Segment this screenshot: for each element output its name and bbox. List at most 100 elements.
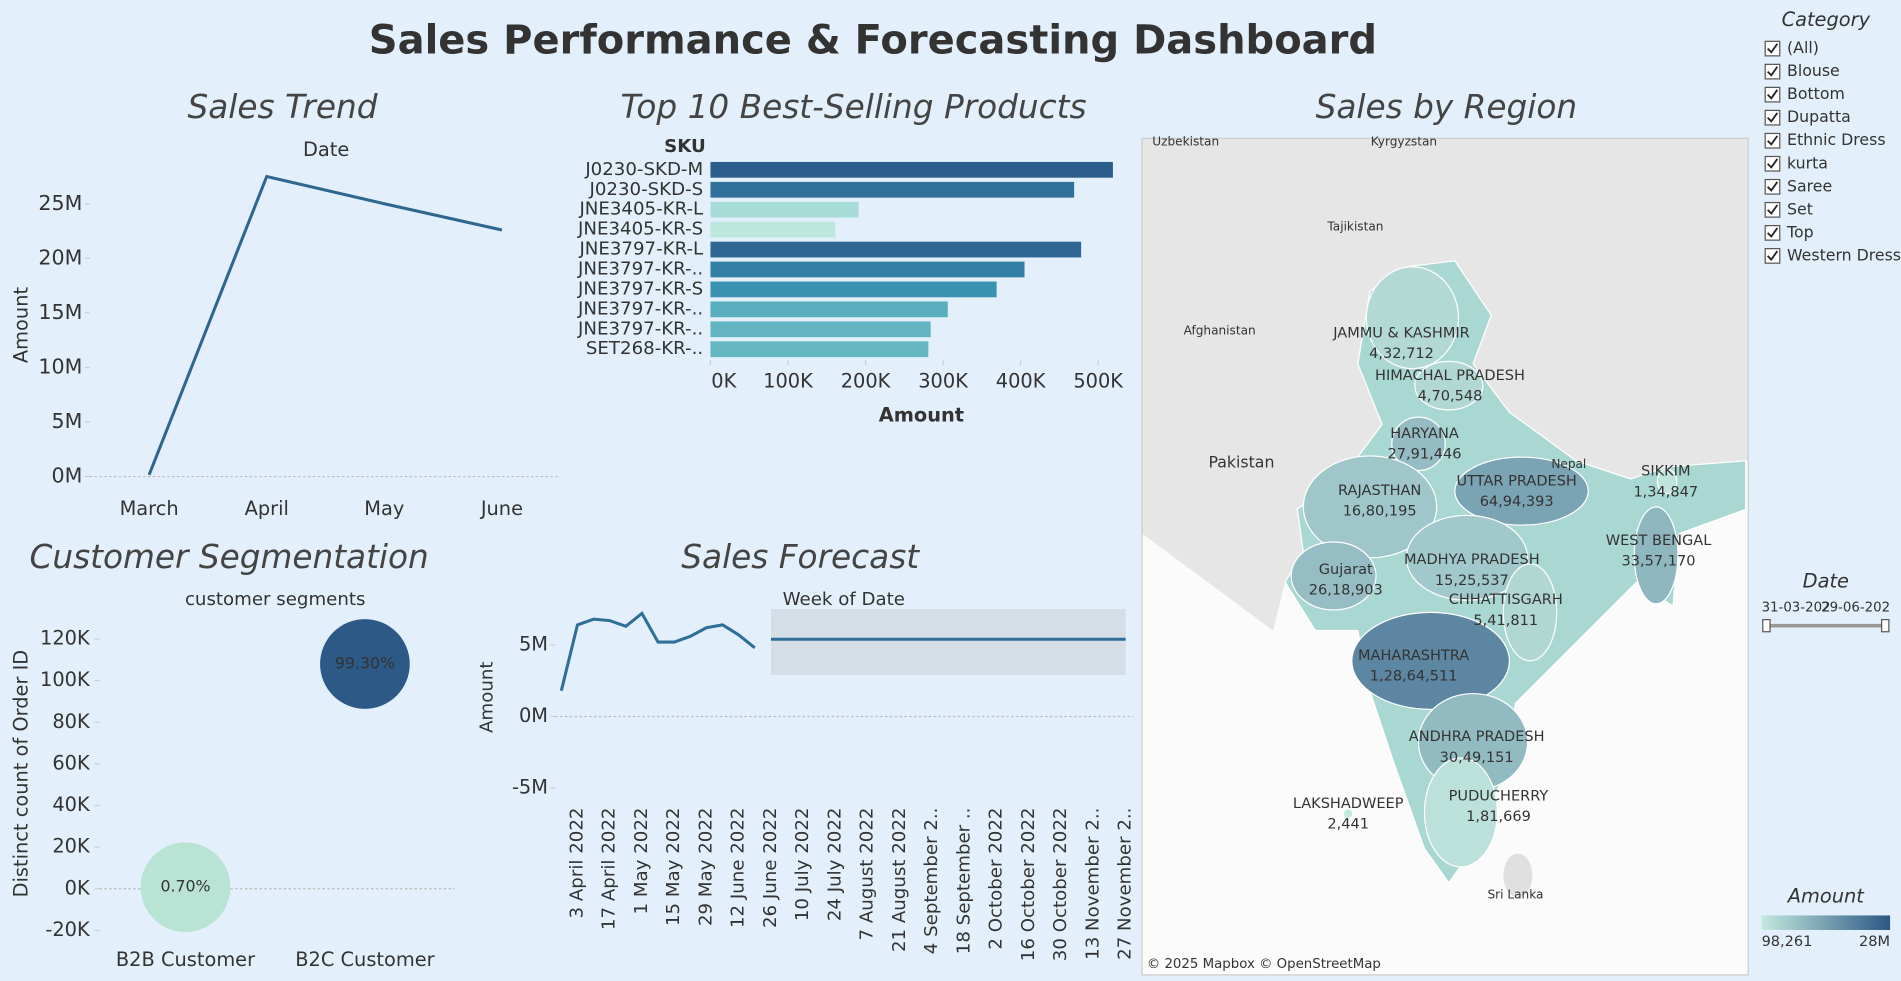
x-tick-label: B2C Customer	[295, 948, 434, 971]
checkmark	[1766, 89, 1779, 100]
region-value: 1,81,669	[1466, 809, 1531, 825]
chart-title: Sales Trend	[187, 88, 377, 126]
region-name: MAHARASHTRA	[1358, 648, 1469, 664]
x-tick-label: 17 April 2022	[599, 808, 620, 930]
checkmark	[1766, 112, 1779, 123]
x-tick-label: 3 April 2022	[566, 808, 587, 919]
x-axis-label: Date	[303, 138, 349, 161]
x-tick-label: 500K	[1073, 369, 1124, 392]
chart-title: Customer Segmentation	[29, 538, 428, 576]
line-series	[147, 174, 503, 476]
y-tick-label: JNE3797-KR-L	[578, 239, 704, 260]
filter-item[interactable]: (All)	[1787, 38, 1819, 57]
y-tick-label: 60K	[52, 751, 91, 774]
checkbox[interactable]	[1764, 132, 1781, 149]
x-tick-label: 29 May 2022	[695, 808, 716, 927]
checkbox[interactable]	[1764, 201, 1781, 218]
y-axis-label: Amount	[476, 661, 497, 732]
filter-title: Category	[1782, 8, 1871, 31]
filter-item[interactable]: Top	[1786, 222, 1814, 241]
checkmark	[1766, 250, 1779, 261]
y-tick-label: JNE3405-KR-S	[577, 219, 703, 240]
x-tick-label: 7 August 2022	[857, 808, 878, 941]
filter-item[interactable]: Western Dress	[1787, 245, 1901, 264]
bar	[710, 221, 836, 238]
bar	[710, 321, 931, 338]
bar	[710, 241, 1082, 258]
region	[1351, 611, 1511, 710]
x-tick-label: 16 October 2022	[1018, 808, 1039, 962]
chart-title: Sales by Region	[1316, 88, 1577, 126]
checkbox[interactable]	[1764, 40, 1781, 57]
region	[1342, 808, 1354, 820]
slider-handle[interactable]	[1880, 619, 1890, 633]
filter-item[interactable]: Set	[1787, 199, 1813, 218]
bar	[710, 341, 929, 358]
x-tick-label: 13 November 2..	[1082, 808, 1103, 960]
x-tick-label: 24 July 2022	[824, 808, 845, 922]
checkmark	[1766, 158, 1779, 169]
region-name: MADHYA PRADESH	[1404, 552, 1540, 568]
x-tick-label: 27 November 2..	[1115, 808, 1136, 960]
map-regions	[1290, 266, 1679, 868]
legend-gradient	[1761, 915, 1891, 930]
y-tick-label: 40K	[52, 793, 91, 816]
region-value: 33,57,170	[1622, 553, 1696, 569]
y-tick-label: JNE3405-KR-L	[578, 199, 704, 220]
x-tick-label: 26 June 2022	[760, 808, 781, 929]
region-name: JAMMU & KASHMIR	[1332, 325, 1470, 341]
region-name: CHHATTISGARH	[1449, 592, 1563, 608]
region-name: HIMACHAL PRADESH	[1375, 368, 1525, 384]
map-frame	[1141, 137, 1749, 976]
region	[1414, 360, 1484, 411]
filter-item[interactable]: kurta	[1787, 153, 1828, 172]
y-tick-label: JNE3797-KR-..	[577, 298, 703, 319]
filter-item[interactable]: Bottom	[1787, 84, 1845, 103]
bubble	[140, 842, 231, 933]
category-header: SKU	[664, 136, 706, 157]
y-tick-label: J0230-SKD-M	[584, 159, 703, 180]
x-tick-label: B2B Customer	[116, 948, 255, 971]
region-value: 1,28,64,511	[1370, 669, 1458, 685]
slider-handle[interactable]	[1762, 619, 1771, 633]
x-tick-label: 1 May 2022	[631, 808, 652, 915]
checkmark	[1766, 43, 1779, 54]
bar	[710, 301, 948, 318]
bubble	[320, 619, 410, 709]
checkmark	[1766, 204, 1779, 215]
x-axis-label: Amount	[879, 403, 964, 426]
data-label: 99.30%	[335, 653, 395, 672]
checkbox[interactable]	[1764, 86, 1781, 103]
place-label: Pakistan	[1208, 453, 1274, 472]
filter-item[interactable]: Ethnic Dress	[1787, 130, 1885, 149]
y-tick-label: 0K	[65, 876, 91, 899]
region-value: 64,94,393	[1480, 494, 1554, 510]
checkbox[interactable]	[1764, 224, 1781, 241]
y-tick-label: 120K	[40, 627, 91, 650]
date-end: 29-06-202	[1821, 600, 1890, 615]
region-name: PUDUCHERRY	[1449, 789, 1549, 805]
x-tick-label: 0K	[711, 369, 737, 392]
filter-item[interactable]: Blouse	[1787, 61, 1840, 80]
chart-title: Top 10 Best-Selling Products	[620, 88, 1086, 126]
region	[1656, 468, 1678, 495]
filter-item[interactable]: Saree	[1787, 176, 1832, 195]
checkbox[interactable]	[1764, 178, 1781, 195]
checkbox[interactable]	[1764, 248, 1781, 264]
x-tick-label: 15 May 2022	[663, 808, 684, 927]
checkbox[interactable]	[1764, 63, 1781, 80]
checkbox[interactable]	[1764, 155, 1781, 172]
region-value: 26,18,903	[1309, 583, 1383, 599]
y-tick-label: 20M	[38, 245, 82, 269]
x-tick-label: 200K	[841, 369, 892, 392]
filter-item[interactable]: Dupatta	[1787, 107, 1851, 126]
place-label: Afghanistan	[1184, 324, 1256, 338]
region-value: 15,25,537	[1435, 573, 1509, 589]
region-value: 30,49,151	[1440, 750, 1514, 766]
legend-title: Amount	[1786, 885, 1866, 908]
x-tick-label: 18 September ..	[953, 808, 974, 955]
bar	[710, 161, 1113, 178]
checkbox[interactable]	[1764, 109, 1781, 126]
y-tick-label: J0230-SKD-S	[588, 179, 703, 200]
